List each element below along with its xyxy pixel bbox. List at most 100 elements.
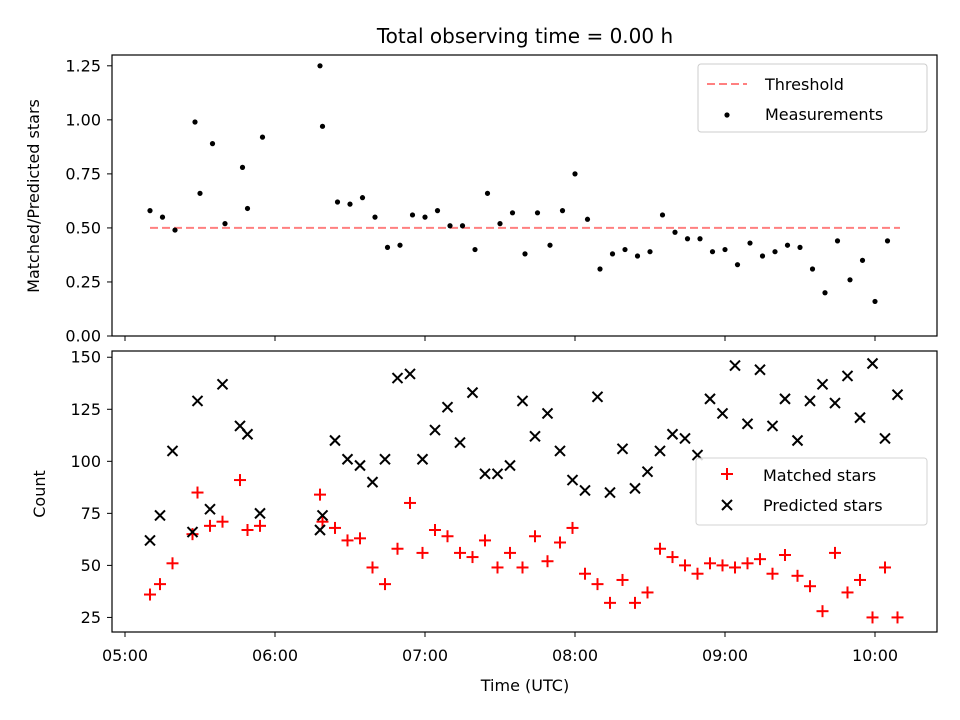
measurement-point — [759, 253, 766, 259]
measurement-point — [347, 201, 353, 207]
measurement-point — [672, 229, 678, 235]
matched-star-point — [616, 573, 629, 586]
measurement-point — [147, 208, 153, 214]
predicted-star-point — [654, 445, 666, 457]
measurement-point — [872, 298, 878, 305]
predicted-star-point — [641, 466, 654, 478]
measurement-point — [834, 238, 841, 244]
matched-star-point — [254, 519, 266, 532]
matched-star-point — [329, 521, 341, 534]
predicted-star-point — [254, 507, 266, 520]
measurement-point — [159, 214, 166, 220]
matched-star-point — [591, 578, 604, 591]
measurement-point — [622, 246, 628, 253]
matched-star-point — [479, 534, 491, 547]
measurement-point — [534, 210, 541, 216]
bottom-y-tick-label: 100 — [70, 452, 101, 471]
predicted-star-point — [854, 411, 866, 424]
measurement-point — [809, 266, 816, 272]
measurement-point — [572, 171, 578, 177]
matched-star-point — [466, 551, 479, 564]
predicted-star-point — [891, 389, 904, 401]
measurement-point — [209, 141, 216, 147]
matched-star-point — [204, 519, 216, 532]
predicted-star-point — [454, 436, 466, 449]
predicted-star-point — [529, 430, 541, 443]
measurement-point — [797, 244, 803, 250]
predicted-star-point — [429, 424, 441, 436]
matched-star-point — [716, 559, 729, 572]
bottom-y-tick-label: 25 — [81, 608, 101, 627]
measurement-point — [472, 246, 478, 253]
measurement-point — [522, 251, 528, 257]
bottom-x-tick-label: 09:00 — [702, 646, 748, 665]
measurement-point — [784, 242, 791, 248]
predicted-star-point — [379, 453, 391, 465]
matched-star-point — [629, 596, 641, 609]
predicted-star-point — [604, 486, 616, 499]
measurement-point — [609, 251, 616, 257]
predicted-star-point — [729, 359, 741, 372]
predicted-star-point — [541, 407, 554, 420]
matched-star-point — [404, 496, 416, 509]
measurement-point — [722, 246, 728, 253]
bottom-x-tick-label: 08:00 — [552, 646, 598, 665]
chart-title: Total observing time = 0.00 h — [376, 24, 673, 48]
matched-star-point — [441, 530, 454, 543]
measurement-point — [597, 266, 603, 272]
top-legend: Threshold Measurements — [697, 63, 928, 133]
bottom-legend: Matched stars Predicted stars — [695, 457, 928, 526]
measurement-point — [422, 214, 428, 220]
measurement-point — [334, 199, 341, 205]
top-y-tick-label: 0.25 — [65, 272, 101, 291]
matched-star-point — [541, 555, 554, 568]
measurement-point — [509, 210, 516, 216]
matched-star-point — [779, 548, 791, 561]
predicted-star-point — [441, 401, 454, 413]
predicted-star-point — [329, 434, 341, 447]
predicted-star-point — [204, 503, 216, 515]
predicted-star-point — [241, 428, 254, 440]
measurement-point — [734, 262, 741, 268]
measurement-point — [697, 236, 703, 242]
bottom-x-tick-label: 07:00 — [402, 646, 448, 665]
matched-star-point — [579, 567, 591, 580]
top-y-tick-label: 1.00 — [65, 110, 101, 129]
matched-star-point — [679, 559, 691, 572]
predicted-star-point — [779, 393, 791, 405]
bottom-y-tick-label: 50 — [81, 556, 101, 575]
measurement-point — [359, 195, 366, 201]
predicted-star-point — [816, 378, 829, 391]
measurement-point — [709, 249, 716, 255]
measurement-point — [192, 119, 198, 125]
matched-star-point — [166, 557, 179, 570]
measurement-point — [384, 244, 391, 250]
matched-star-point — [341, 534, 354, 547]
predicted-star-point — [479, 468, 491, 480]
matched-star-point — [766, 567, 779, 580]
top-y-tick-label: 0.00 — [65, 327, 101, 346]
matched-star-point — [186, 528, 199, 541]
predicted-star-point — [366, 476, 379, 488]
predicted-star-point — [616, 443, 629, 455]
measurement-point — [847, 277, 853, 283]
measurement-point — [684, 236, 691, 242]
measurement-point — [459, 223, 466, 229]
matched-star-point — [454, 546, 466, 559]
matched-star-point — [666, 551, 679, 564]
predicted-star-point — [679, 432, 691, 445]
predicted-star-point — [704, 393, 716, 405]
measurement-point — [244, 205, 251, 212]
measurement-point — [409, 212, 416, 218]
matched-star-point — [554, 536, 566, 549]
matched-star-point — [504, 546, 516, 559]
matched-star-point — [891, 611, 904, 624]
matched-star-point — [144, 588, 156, 601]
bottom-y-tick-label: 150 — [70, 348, 101, 367]
predicted-star-point — [391, 372, 404, 384]
predicted-star-point — [829, 397, 841, 409]
measurement-point — [239, 164, 246, 170]
predicted-star-point — [516, 395, 529, 407]
bottom-y-tick-label: 75 — [81, 504, 101, 523]
